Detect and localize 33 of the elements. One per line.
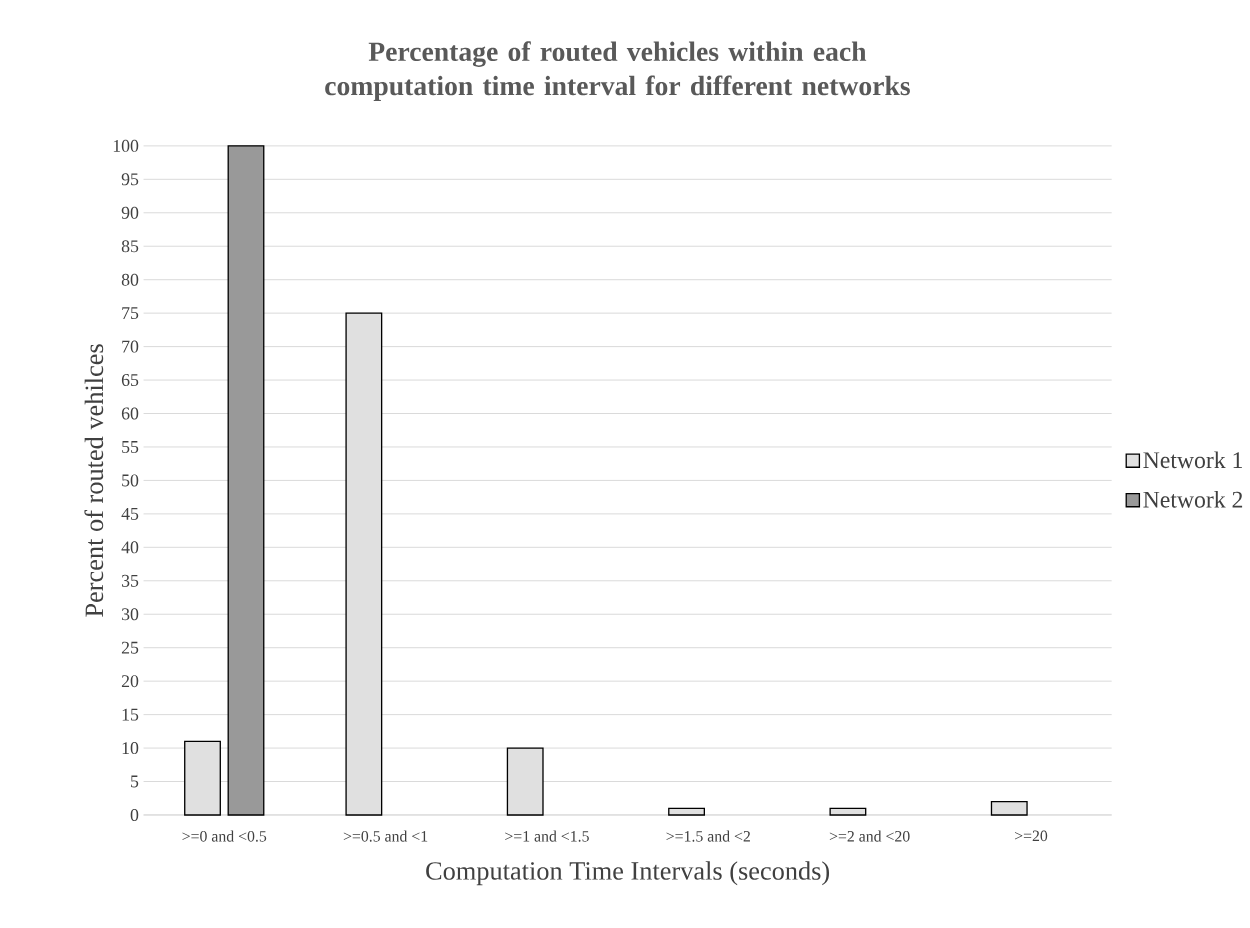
- y-tick-label: 20: [121, 675, 139, 688]
- y-tick-label: 25: [121, 641, 139, 654]
- y-tick-label: 10: [122, 742, 139, 755]
- y-tick-label: 65: [121, 374, 139, 387]
- y-tick-label: 95: [121, 173, 139, 186]
- y-tick-label: 55: [122, 441, 139, 454]
- legend-label: Network 1: [1143, 451, 1242, 469]
- y-tick-label: 30: [121, 608, 139, 621]
- y-tick-label: 100: [113, 140, 139, 153]
- x-tick-label: >=1.5 and <2: [666, 830, 750, 842]
- x-tick-label: >=20: [1014, 830, 1048, 842]
- x-tick-label: >=0.5 and <1: [343, 830, 428, 842]
- y-tick-label: 80: [121, 273, 139, 286]
- y-tick-label: 75: [122, 307, 139, 320]
- y-tick-label: 85: [121, 240, 139, 253]
- y-axis-title: Percent of routed vehilces: [84, 344, 104, 618]
- x-tick-label: >=1 and <1.5: [505, 830, 589, 842]
- y-tick-label: 15: [122, 708, 139, 721]
- bar: [227, 145, 265, 816]
- y-tick-label: 40: [121, 541, 139, 554]
- y-tick-label: 45: [121, 508, 139, 521]
- y-tick-label: 60: [121, 407, 139, 420]
- y-tick-label: 90: [121, 206, 139, 219]
- y-tick-label: 70: [122, 340, 139, 353]
- x-axis-title: Computation Time Intervals (seconds): [426, 861, 830, 886]
- y-tick-label: 5: [131, 775, 139, 788]
- chart-title: Percentage of routed vehicles within each computation time interval for different networks: [325, 41, 910, 102]
- y-tick-label: 35: [121, 575, 139, 587]
- legend-label: Network 2: [1143, 491, 1243, 508]
- x-tick-label: >=2 and <20: [829, 830, 910, 842]
- y-tick-label: 50: [122, 474, 139, 487]
- y-tick-label: 0: [130, 809, 139, 822]
- x-tick-label: >=0 and <0.5: [182, 830, 267, 842]
